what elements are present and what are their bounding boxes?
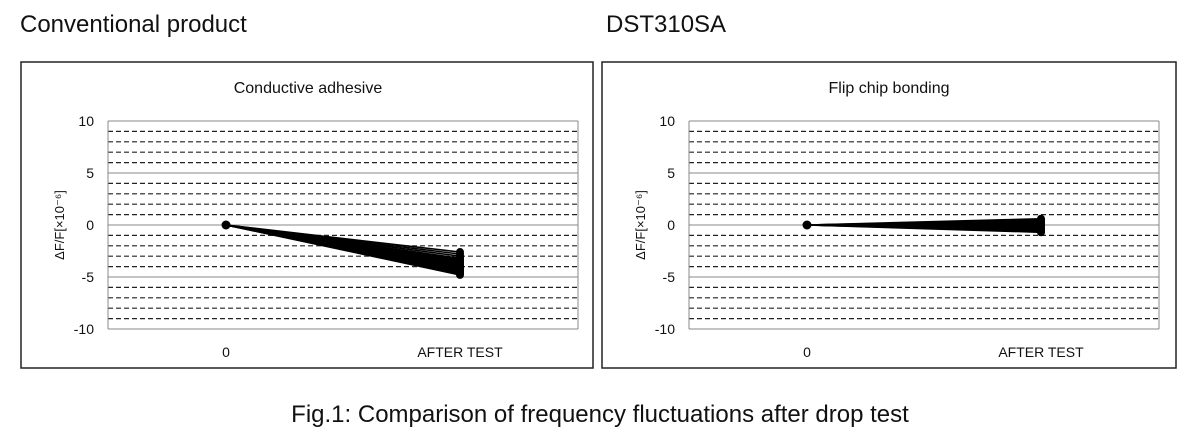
y-axis-label: ΔF/F[×10⁻⁶] bbox=[633, 190, 648, 260]
chart-svg-flip-chip-bonding: Flip chip bonding 10 5 0 -5 -10 ΔF/F[×10⁻⁶] 0 AF… bbox=[601, 61, 1177, 369]
y-axis-label: ΔF/F[×10⁻⁶] bbox=[52, 190, 67, 260]
y-tick-label: 0 bbox=[86, 217, 94, 233]
chart-title: Conductive adhesive bbox=[234, 80, 383, 97]
chart-panel-conductive-adhesive: Conductive adhesive 10 5 0 -5 -10 ΔF/F[×10⁻⁶] 0… bbox=[20, 61, 594, 369]
x-tick-label: AFTER TEST bbox=[998, 344, 1084, 360]
y-tick-label: -5 bbox=[663, 269, 676, 285]
data-point bbox=[802, 220, 812, 230]
x-tick-label: AFTER TEST bbox=[417, 344, 503, 360]
data-point bbox=[221, 220, 231, 230]
y-tick-label: 0 bbox=[667, 217, 675, 233]
right-heading: DST310SA bbox=[606, 11, 727, 38]
chart-panel-flip-chip-bonding: Flip chip bonding 10 5 0 -5 -10 ΔF/F[×10⁻⁶] 0 AF… bbox=[601, 61, 1177, 369]
chart-svg-conductive-adhesive: Conductive adhesive 10 5 0 -5 -10 ΔF/F[×10⁻⁶] 0… bbox=[20, 61, 594, 369]
y-tick-label: 10 bbox=[78, 113, 94, 129]
y-tick-label: 5 bbox=[667, 165, 675, 181]
x-tick-label: 0 bbox=[222, 344, 230, 360]
series-line bbox=[806, 224, 1042, 234]
left-heading: Conventional product bbox=[20, 11, 247, 38]
series-line bbox=[225, 224, 461, 276]
grid-lines bbox=[689, 120, 1159, 330]
chart-frame bbox=[20, 61, 594, 369]
y-tick-label: 10 bbox=[659, 113, 675, 129]
y-tick-label: 5 bbox=[86, 165, 94, 181]
y-tick-label: -10 bbox=[74, 321, 94, 337]
data-point bbox=[456, 270, 464, 279]
series-group bbox=[221, 220, 464, 279]
figure-caption: Fig.1: Comparison of frequency fluctuati… bbox=[291, 401, 909, 428]
series-group bbox=[802, 214, 1045, 237]
y-tick-label: -5 bbox=[82, 269, 95, 285]
y-tick-label: -10 bbox=[655, 321, 675, 337]
x-tick-label: 0 bbox=[803, 344, 811, 360]
data-point bbox=[1037, 228, 1045, 237]
chart-title: Flip chip bonding bbox=[829, 80, 950, 97]
